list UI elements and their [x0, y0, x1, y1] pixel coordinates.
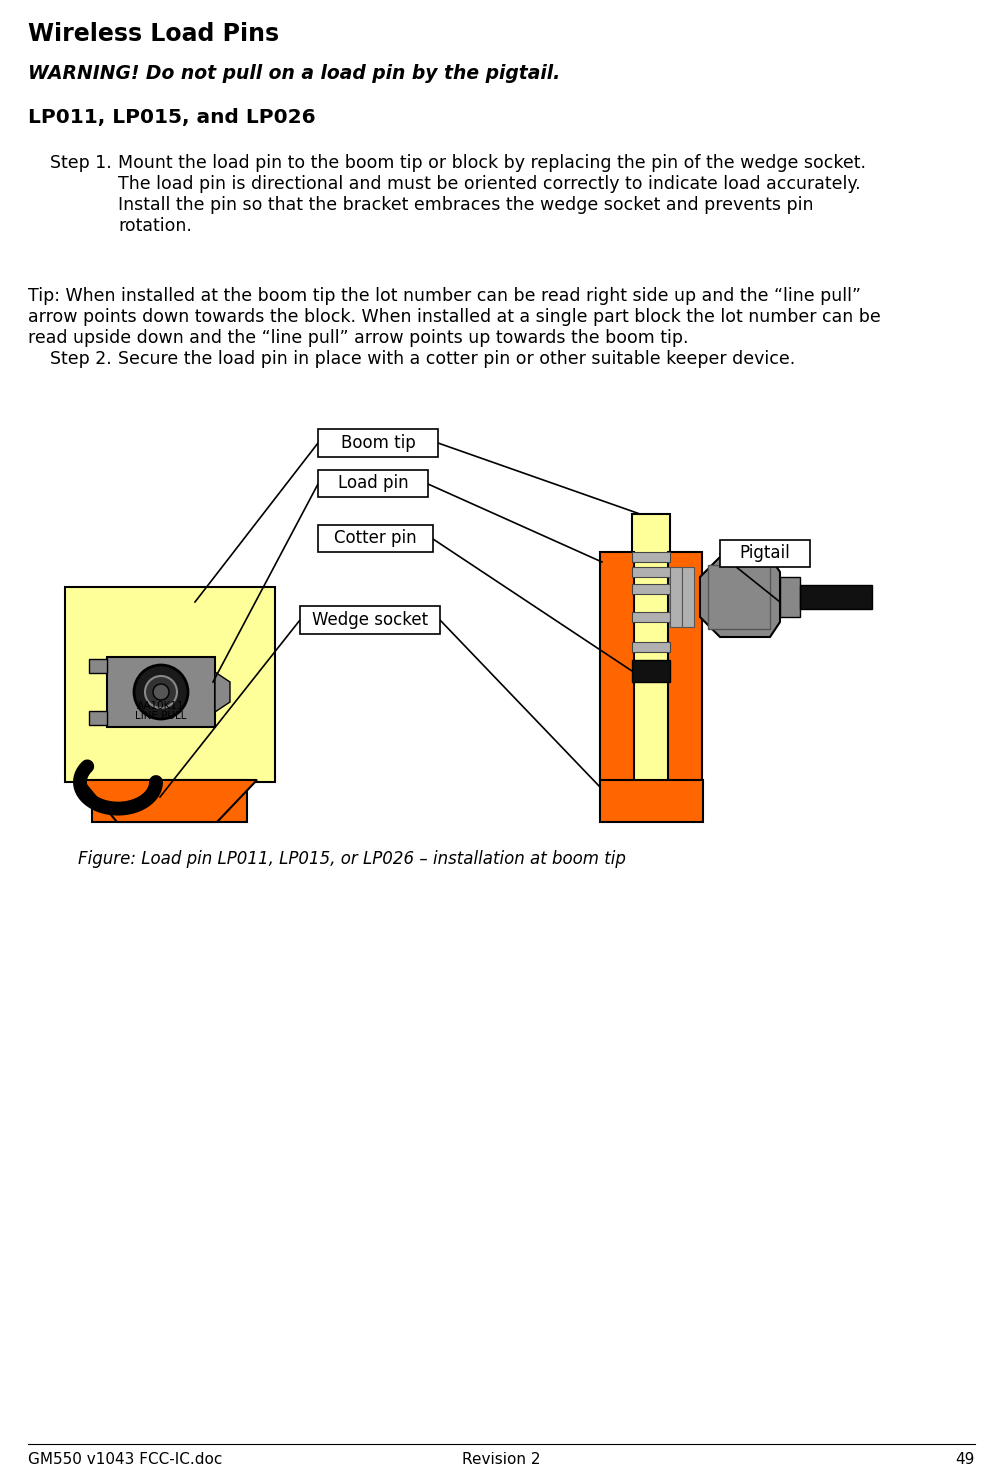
Bar: [800, 585, 871, 609]
Text: Step 1.: Step 1.: [50, 154, 111, 172]
Text: Mount the load pin to the boom tip or block by replacing the pin of the wedge so: Mount the load pin to the boom tip or bl…: [118, 154, 865, 172]
Text: Revision 2: Revision 2: [461, 1452, 540, 1467]
Bar: [631, 568, 669, 576]
Text: rotation.: rotation.: [118, 216, 191, 236]
Text: The load pin is directional and must be oriented correctly to indicate load accu: The load pin is directional and must be …: [118, 175, 860, 193]
Bar: [599, 551, 633, 782]
Bar: [318, 428, 438, 456]
Text: Figure: Load pin LP011, LP015, or LP026 – installation at boom tip: Figure: Load pin LP011, LP015, or LP026 …: [78, 851, 625, 868]
Circle shape: [134, 665, 187, 719]
Text: arrow points down towards the block. When installed at a single part block the l: arrow points down towards the block. Whe…: [28, 308, 880, 326]
Text: Install the pin so that the bracket embraces the wedge socket and prevents pin: Install the pin so that the bracket embr…: [118, 196, 813, 213]
Bar: [92, 780, 246, 823]
Text: Wedge socket: Wedge socket: [312, 611, 428, 628]
Text: Load pin: Load pin: [338, 474, 408, 492]
Bar: [631, 551, 669, 562]
Bar: [89, 711, 107, 725]
Text: LINE PULL: LINE PULL: [135, 711, 186, 722]
Bar: [599, 780, 702, 823]
Bar: [631, 642, 669, 652]
Text: AA10K11: AA10K11: [137, 701, 184, 711]
Bar: [780, 576, 800, 617]
Bar: [631, 584, 669, 594]
Text: Secure the load pin in place with a cotter pin or other suitable keeper device.: Secure the load pin in place with a cott…: [118, 350, 795, 368]
Bar: [631, 659, 669, 682]
Text: Boom tip: Boom tip: [341, 434, 415, 452]
Bar: [681, 568, 693, 627]
Polygon shape: [699, 557, 780, 637]
Text: Step 2.: Step 2.: [50, 350, 111, 368]
Bar: [669, 568, 681, 627]
Polygon shape: [82, 780, 257, 823]
Bar: [707, 565, 770, 628]
Bar: [300, 606, 440, 634]
Circle shape: [153, 685, 168, 700]
Bar: [631, 514, 669, 782]
Circle shape: [145, 676, 176, 708]
Polygon shape: [214, 671, 229, 711]
Bar: [318, 525, 433, 551]
Text: read upside down and the “line pull” arrow points up towards the boom tip.: read upside down and the “line pull” arr…: [28, 329, 687, 347]
Text: Wireless Load Pins: Wireless Load Pins: [28, 22, 279, 46]
Text: Tip: When installed at the boom tip the lot number can be read right side up and: Tip: When installed at the boom tip the …: [28, 288, 860, 305]
FancyBboxPatch shape: [107, 657, 214, 728]
Text: WARNING! Do not pull on a load pin by the pigtail.: WARNING! Do not pull on a load pin by th…: [28, 64, 560, 83]
Text: LP011, LP015, and LP026: LP011, LP015, and LP026: [28, 108, 316, 127]
Bar: [631, 612, 669, 622]
Bar: [65, 587, 275, 782]
Text: GM550 v1043 FCC-IC.doc: GM550 v1043 FCC-IC.doc: [28, 1452, 222, 1467]
Bar: [719, 539, 810, 568]
Bar: [318, 470, 428, 496]
Bar: [89, 659, 107, 673]
Text: 49: 49: [955, 1452, 974, 1467]
Text: Cotter pin: Cotter pin: [334, 529, 417, 547]
Bar: [667, 551, 701, 782]
Text: Pigtail: Pigtail: [738, 544, 790, 563]
